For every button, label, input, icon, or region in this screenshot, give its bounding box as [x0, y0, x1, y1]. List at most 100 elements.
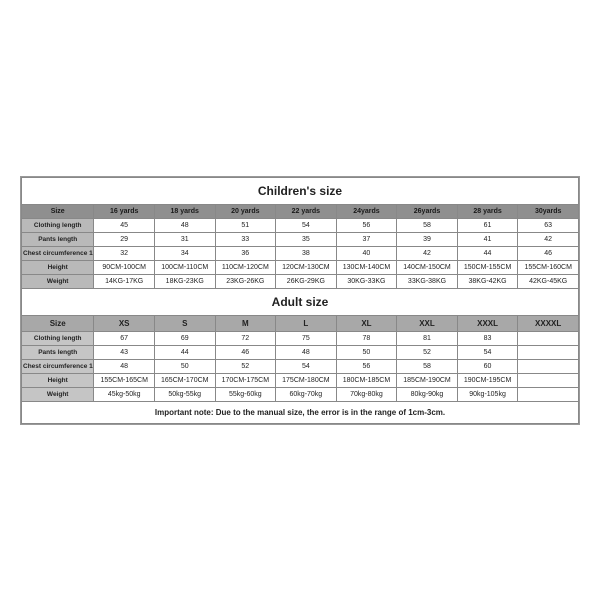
children-col-7: 30yards — [518, 204, 579, 218]
children-cell-3-5: 140CM-150CM — [397, 260, 458, 274]
adult-cell-3-2: 170CM-175CM — [215, 373, 276, 387]
adult-cell-1-5: 52 — [397, 345, 458, 359]
adult-cell-3-7 — [518, 373, 579, 387]
children-col-3: 22 yards — [276, 204, 337, 218]
adult-cell-2-6: 60 — [457, 359, 518, 373]
adult-cell-3-1: 165CM-170CM — [154, 373, 215, 387]
adult-col-3: L — [276, 315, 337, 331]
adult-cell-0-2: 72 — [215, 331, 276, 345]
children-cell-3-6: 150CM-155CM — [457, 260, 518, 274]
children-cell-2-5: 42 — [397, 246, 458, 260]
adult-cell-2-5: 58 — [397, 359, 458, 373]
adult-cell-1-0: 43 — [94, 345, 155, 359]
adult-col-2: M — [215, 315, 276, 331]
adult-cell-4-6: 90kg-105kg — [457, 387, 518, 401]
children-cell-4-2: 23KG-26KG — [215, 274, 276, 288]
adult-cell-0-4: 78 — [336, 331, 397, 345]
children-header-label: Size — [22, 204, 94, 218]
children-cell-1-2: 33 — [215, 232, 276, 246]
children-cell-4-3: 26KG-29KG — [276, 274, 337, 288]
important-note: Important note: Due to the manual size, … — [22, 401, 579, 423]
children-col-0: 16 yards — [94, 204, 155, 218]
children-cell-2-6: 44 — [457, 246, 518, 260]
adult-cell-2-4: 56 — [336, 359, 397, 373]
adult-cell-4-5: 80kg-90kg — [397, 387, 458, 401]
adult-cell-0-1: 69 — [154, 331, 215, 345]
adult-cell-1-3: 48 — [276, 345, 337, 359]
children-cell-3-1: 100CM-110CM — [154, 260, 215, 274]
adult-cell-4-1: 50kg-55kg — [154, 387, 215, 401]
children-cell-0-5: 58 — [397, 218, 458, 232]
adult-cell-1-6: 54 — [457, 345, 518, 359]
children-cell-4-7: 42KG-45KG — [518, 274, 579, 288]
children-cell-0-1: 48 — [154, 218, 215, 232]
adult-cell-3-6: 190CM-195CM — [457, 373, 518, 387]
children-cell-3-3: 120CM-130CM — [276, 260, 337, 274]
children-cell-2-7: 46 — [518, 246, 579, 260]
adult-cell-1-2: 46 — [215, 345, 276, 359]
children-cell-0-0: 45 — [94, 218, 155, 232]
adult-rowlabel-2: Chest circumference 1/2 — [22, 359, 94, 373]
children-cell-1-1: 31 — [154, 232, 215, 246]
children-cell-0-2: 51 — [215, 218, 276, 232]
adult-rowlabel-1: Pants length — [22, 345, 94, 359]
adult-col-6: XXXL — [457, 315, 518, 331]
adult-cell-2-2: 52 — [215, 359, 276, 373]
children-col-2: 20 yards — [215, 204, 276, 218]
children-rowlabel-4: Weight — [22, 274, 94, 288]
children-rowlabel-1: Pants length — [22, 232, 94, 246]
children-cell-0-3: 54 — [276, 218, 337, 232]
adult-cell-2-0: 48 — [94, 359, 155, 373]
adult-cell-2-1: 50 — [154, 359, 215, 373]
adult-cell-4-4: 70kg-80kg — [336, 387, 397, 401]
adult-cell-2-3: 54 — [276, 359, 337, 373]
adult-rowlabel-4: Weight — [22, 387, 94, 401]
adult-cell-0-7 — [518, 331, 579, 345]
children-cell-1-3: 35 — [276, 232, 337, 246]
adult-cell-3-4: 180CM-185CM — [336, 373, 397, 387]
adult-col-1: S — [154, 315, 215, 331]
children-cell-4-5: 33KG-38KG — [397, 274, 458, 288]
adult-cell-4-2: 55kg-60kg — [215, 387, 276, 401]
children-cell-3-2: 110CM-120CM — [215, 260, 276, 274]
adult-header-label: Size — [22, 315, 94, 331]
children-col-4: 24yards — [336, 204, 397, 218]
children-cell-0-6: 61 — [457, 218, 518, 232]
adult-cell-1-4: 50 — [336, 345, 397, 359]
adult-title: Adult size — [22, 288, 579, 315]
children-cell-4-6: 38KG-42KG — [457, 274, 518, 288]
children-col-5: 26yards — [397, 204, 458, 218]
children-cell-2-3: 38 — [276, 246, 337, 260]
adult-cell-2-7 — [518, 359, 579, 373]
adult-col-4: XL — [336, 315, 397, 331]
children-rowlabel-2: Chest circumference 1/2 — [22, 246, 94, 260]
children-cell-3-4: 130CM-140CM — [336, 260, 397, 274]
children-cell-1-6: 41 — [457, 232, 518, 246]
adult-cell-3-3: 175CM-180CM — [276, 373, 337, 387]
children-cell-1-0: 29 — [94, 232, 155, 246]
adult-col-0: XS — [94, 315, 155, 331]
children-cell-4-0: 14KG-17KG — [94, 274, 155, 288]
adult-cell-0-3: 75 — [276, 331, 337, 345]
children-cell-1-5: 39 — [397, 232, 458, 246]
adult-cell-3-0: 155CM-165CM — [94, 373, 155, 387]
adult-rowlabel-3: Height — [22, 373, 94, 387]
adult-cell-0-5: 81 — [397, 331, 458, 345]
children-cell-0-7: 63 — [518, 218, 579, 232]
adult-col-7: XXXXL — [518, 315, 579, 331]
children-cell-3-7: 155CM-160CM — [518, 260, 579, 274]
children-col-1: 18 yards — [154, 204, 215, 218]
adult-cell-0-6: 83 — [457, 331, 518, 345]
children-rowlabel-0: Clothing length — [22, 218, 94, 232]
adult-cell-4-7 — [518, 387, 579, 401]
adult-rowlabel-0: Clothing length — [22, 331, 94, 345]
adult-cell-1-1: 44 — [154, 345, 215, 359]
children-cell-2-2: 36 — [215, 246, 276, 260]
children-cell-4-1: 18KG-23KG — [154, 274, 215, 288]
size-chart: Children's sizeSize16 yards18 yards20 ya… — [20, 176, 580, 425]
adult-cell-3-5: 185CM-190CM — [397, 373, 458, 387]
size-table: Children's sizeSize16 yards18 yards20 ya… — [21, 177, 579, 424]
children-col-6: 28 yards — [457, 204, 518, 218]
adult-col-5: XXL — [397, 315, 458, 331]
children-cell-2-0: 32 — [94, 246, 155, 260]
